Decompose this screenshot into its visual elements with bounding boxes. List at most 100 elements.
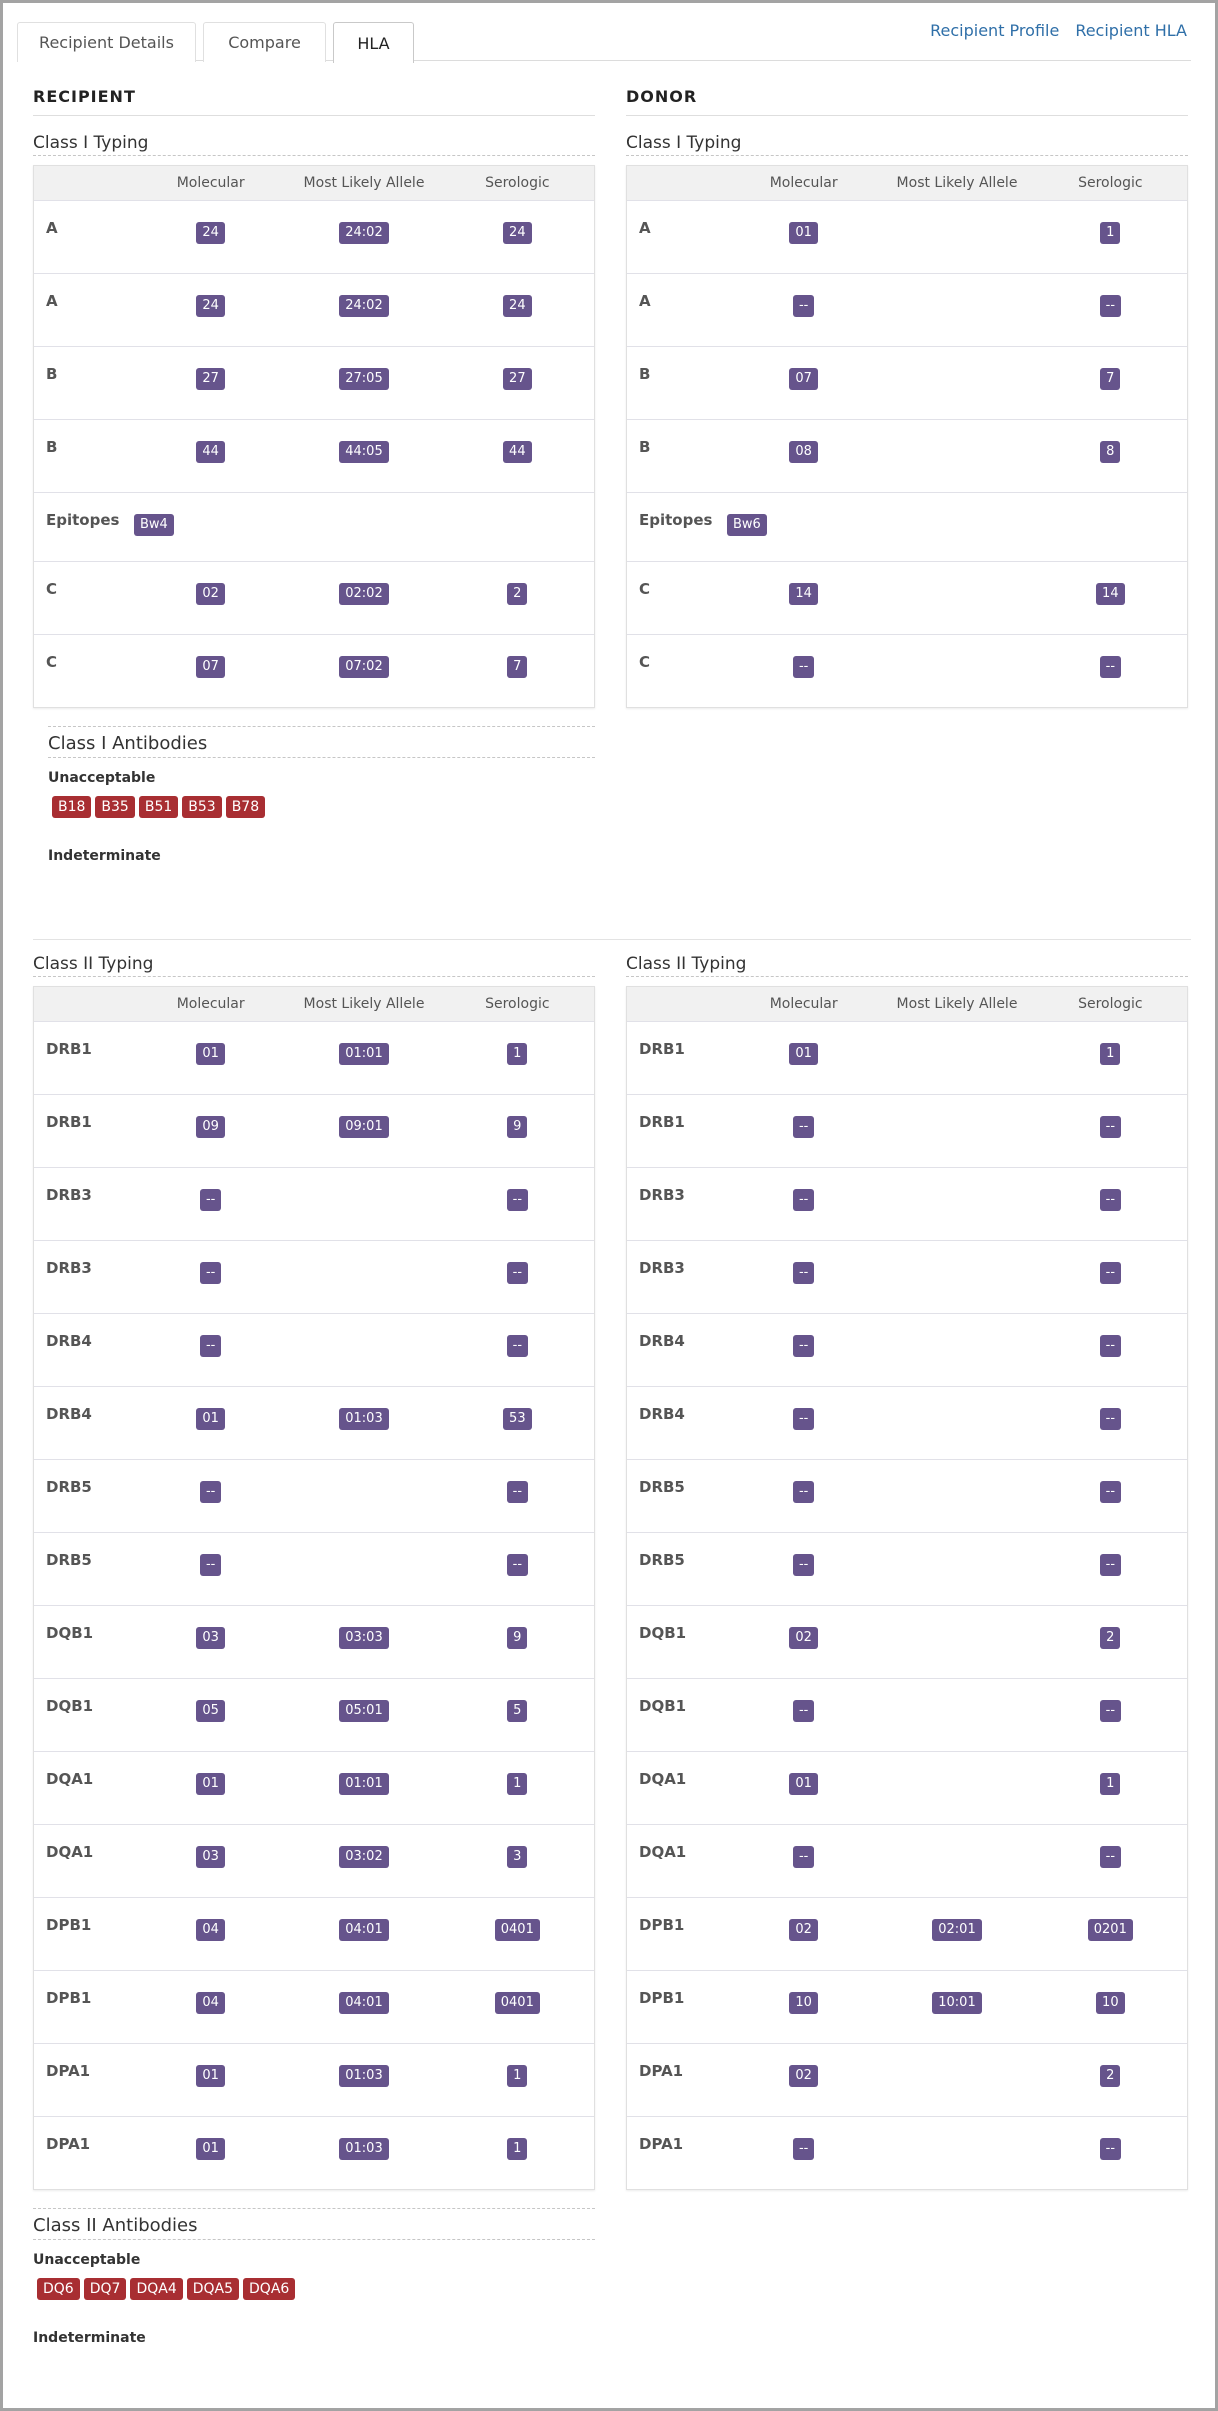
recipient-profile-link[interactable]: Recipient Profile (930, 21, 1060, 40)
molecular-cell: 27 (134, 365, 287, 419)
molecular-badge: 07 (789, 368, 818, 390)
serologic-cell (441, 511, 594, 561)
serologic-cell: -- (1034, 1113, 1187, 1167)
class1-antibodies-title: Class I Antibodies (48, 727, 595, 758)
table-row: B 27 27:05 27 (34, 346, 594, 419)
table-row: Epitopes Bw6 (627, 492, 1187, 561)
molecular-cell: -- (134, 1551, 287, 1605)
allele-cell: 01:03 (287, 1405, 440, 1459)
recipient-class1-antibodies: Class I Antibodies Unacceptable B18 B35 B5… (48, 726, 595, 864)
serologic-cell: 8 (1034, 438, 1187, 492)
donor-class1-section: DONOR Class I Typing Molecular Most Likel… (626, 87, 1188, 708)
serologic-cell: 1 (1034, 1770, 1187, 1824)
allele-cell (880, 2062, 1033, 2116)
molecular-badge: -- (792, 1189, 815, 1211)
serologic-badge: 10 (1096, 1992, 1125, 2014)
table-row: DRB5 -- -- (627, 1459, 1187, 1532)
table-header: Molecular Most Likely Allele Serologic (34, 987, 594, 1021)
serologic-badge: -- (1099, 1189, 1122, 1211)
serologic-badge: 9 (507, 1116, 528, 1138)
unacceptable-badges: DQ6 DQ7 DQA4 DQA5 DQA6 (33, 2278, 595, 2300)
allele-badge: 01:03 (339, 2065, 389, 2087)
serologic-cell: 10 (1034, 1989, 1187, 2043)
allele-cell (880, 1040, 1033, 1094)
allele-cell (287, 1332, 440, 1386)
locus-label: C (639, 653, 651, 671)
locus-label: DPB1 (639, 1916, 685, 1934)
molecular-badge: 14 (789, 583, 818, 605)
molecular-badge: 02 (789, 1919, 818, 1941)
molecular-badge: -- (199, 1335, 222, 1357)
serologic-cell: 0401 (441, 1989, 594, 2043)
allele-cell: 24:02 (287, 219, 440, 273)
allele-cell (287, 1478, 440, 1532)
molecular-header: Molecular (176, 175, 245, 191)
locus-label: C (46, 653, 58, 671)
serologic-badge: 1 (507, 1043, 528, 1065)
allele-cell: 01:03 (287, 2062, 440, 2116)
serologic-cell: 9 (441, 1624, 594, 1678)
tab-recipient-details[interactable]: Recipient Details (17, 22, 196, 62)
serologic-cell: 1 (441, 1040, 594, 1094)
serologic-badge: -- (506, 1481, 529, 1503)
table-row: DRB3 -- -- (627, 1167, 1187, 1240)
serologic-badge: -- (1099, 2138, 1122, 2160)
molecular-cell: 01 (134, 1040, 287, 1094)
serologic-badge: 1 (1100, 1043, 1121, 1065)
unacceptable-antibody-badge: DQ6 (37, 2278, 80, 2300)
allele-badge: 04:01 (339, 1992, 389, 2014)
recipient-hla-link[interactable]: Recipient HLA (1075, 21, 1187, 40)
molecular-cell: -- (727, 1332, 880, 1386)
allele-cell: 09:01 (287, 1113, 440, 1167)
molecular-cell: 02 (727, 1624, 880, 1678)
donor-class2-section: Class II Typing Molecular Most Likely All… (626, 954, 1188, 2190)
table-row: DRB3 -- -- (627, 1240, 1187, 1313)
molecular-badge: -- (199, 1189, 222, 1211)
table-row: DRB1 09 09:01 9 (34, 1094, 594, 1167)
serologic-cell: 2 (1034, 1624, 1187, 1678)
allele-badge: 01:01 (339, 1773, 389, 1795)
molecular-badge: 01 (789, 1773, 818, 1795)
allele-cell: 44:05 (287, 438, 440, 492)
molecular-cell: 02 (727, 2062, 880, 2116)
allele-cell (880, 2135, 1033, 2189)
locus-label: DPA1 (639, 2135, 684, 2153)
serologic-badge: -- (506, 1189, 529, 1211)
recipient-class2-title: Class II Typing (33, 954, 595, 977)
allele-cell (287, 1551, 440, 1605)
table-row: DPA1 01 01:03 1 (34, 2116, 594, 2189)
allele-cell: 02:02 (287, 580, 440, 634)
molecular-badge: -- (199, 1481, 222, 1503)
molecular-badge: Bw6 (727, 514, 767, 536)
class2-antibodies-title: Class II Antibodies (33, 2209, 595, 2240)
unacceptable-antibody-badge: B78 (225, 796, 266, 818)
molecular-cell: 03 (134, 1624, 287, 1678)
section-divider (33, 939, 1191, 940)
allele-badge: 03:03 (339, 1627, 389, 1649)
serologic-cell: -- (441, 1551, 594, 1605)
indeterminate-label: Indeterminate (48, 848, 161, 864)
locus-label: DQA1 (46, 1843, 94, 1861)
molecular-badge: 10 (789, 1992, 818, 2014)
molecular-cell: 44 (134, 438, 287, 492)
tab-hla[interactable]: HLA (333, 22, 414, 63)
serologic-cell: 2 (1034, 2062, 1187, 2116)
allele-cell (880, 653, 1033, 707)
serologic-cell: 44 (441, 438, 594, 492)
serologic-badge: -- (1099, 1700, 1122, 1722)
locus-label: DRB3 (639, 1259, 685, 1277)
allele-cell: 01:01 (287, 1770, 440, 1824)
allele-header: Most Likely Allele (896, 175, 1018, 191)
molecular-badge: 03 (196, 1627, 225, 1649)
molecular-badge: 02 (789, 2065, 818, 2087)
recipient-heading: RECIPIENT (33, 87, 595, 116)
unacceptable-antibody-badge: DQA6 (243, 2278, 296, 2300)
serologic-cell (1034, 511, 1187, 561)
molecular-badge: 08 (789, 441, 818, 463)
tab-compare[interactable]: Compare (203, 22, 326, 62)
table-row: DRB4 01 01:03 53 (34, 1386, 594, 1459)
allele-cell (880, 292, 1033, 346)
locus-label: B (46, 438, 58, 456)
molecular-cell: 05 (134, 1697, 287, 1751)
locus-label: DQB1 (639, 1624, 687, 1642)
